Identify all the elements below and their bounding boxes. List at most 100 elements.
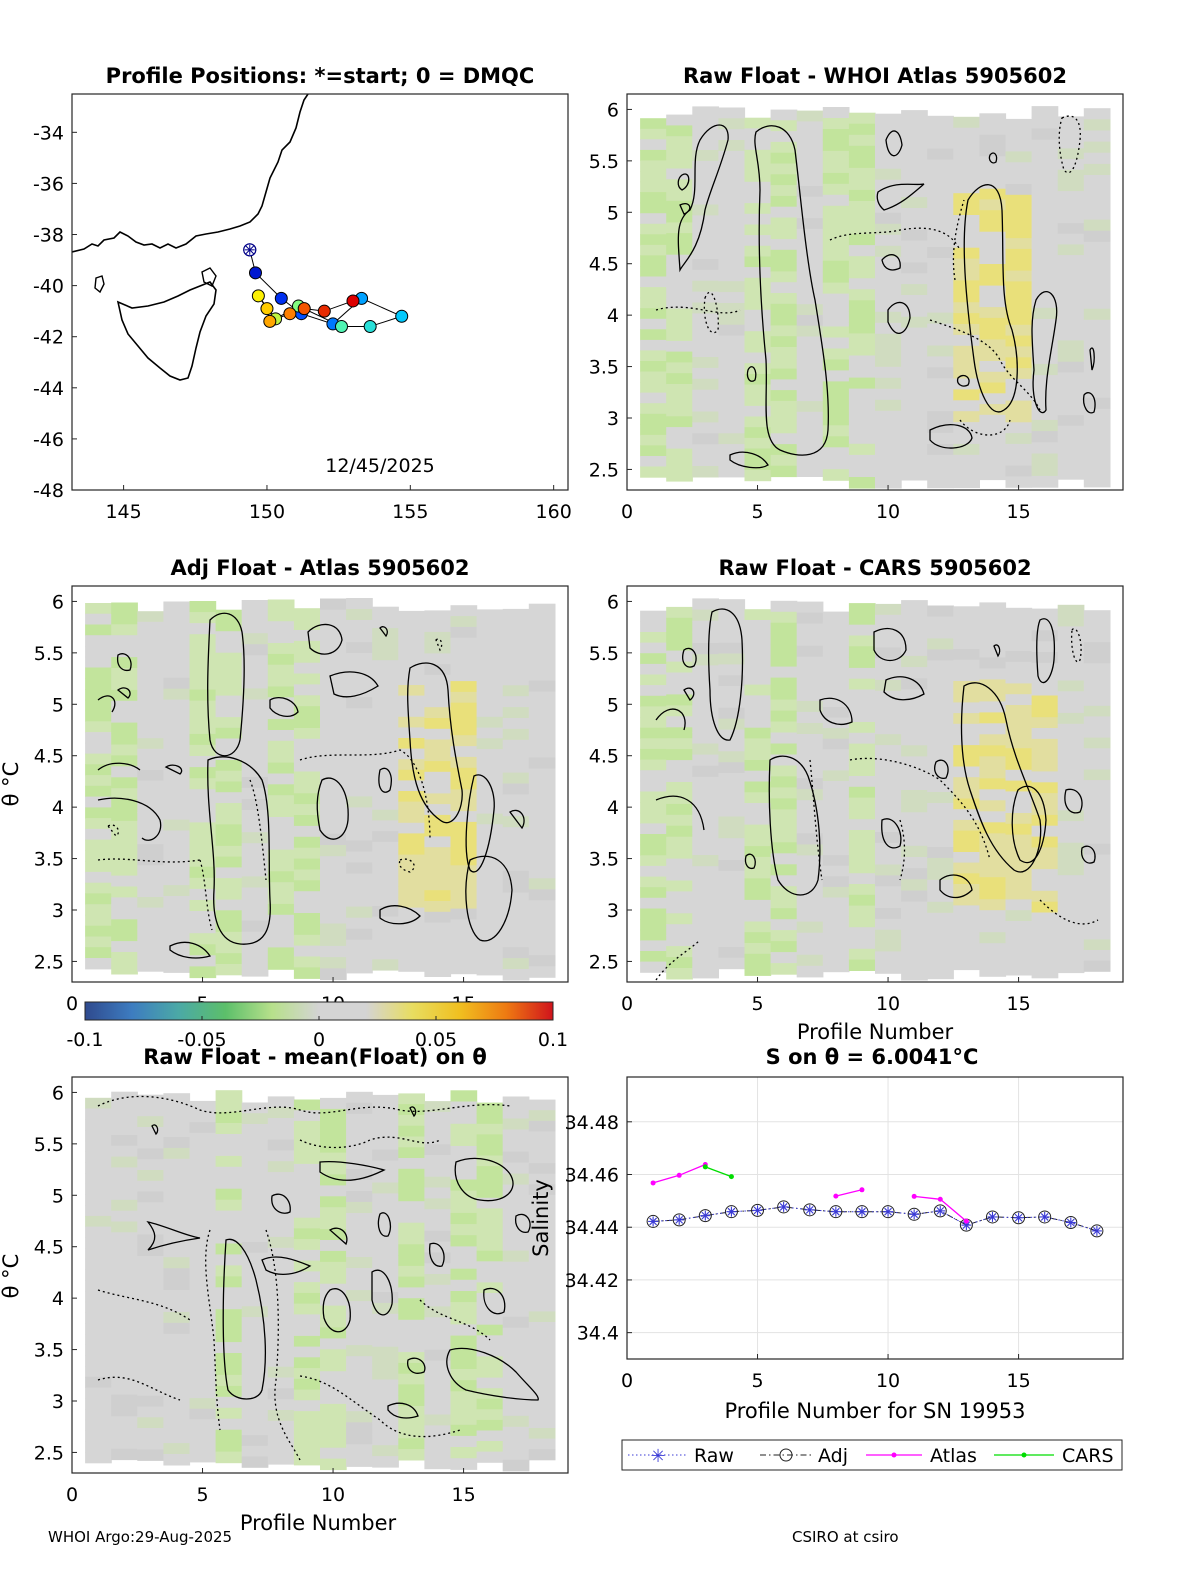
- heatmap-cell: [718, 161, 746, 174]
- heatmap-cell: [822, 107, 850, 119]
- heatmap-cell: [528, 768, 556, 781]
- heatmap-cell: [528, 944, 556, 956]
- heatmap-cell: [979, 393, 1007, 405]
- heatmap-cell: [528, 1332, 556, 1344]
- heatmap-cell: [267, 1431, 295, 1443]
- heatmap-cell: [666, 125, 693, 137]
- heatmap-cell: [267, 643, 295, 655]
- heatmap-cell: [822, 348, 850, 361]
- heatmap-cell: [137, 1180, 164, 1193]
- heatmap-cell: [424, 1371, 452, 1383]
- heatmap-cell: [163, 743, 191, 755]
- heatmap-cell: [346, 950, 373, 963]
- heatmap-cell: [640, 780, 667, 792]
- heatmap-cell: [476, 1250, 504, 1262]
- heatmap-cell: [111, 1221, 138, 1233]
- heatmap-cell: [692, 150, 719, 162]
- profile-position-point: [297, 302, 311, 316]
- heatmap-cell: [666, 168, 693, 180]
- heatmap-cell: [640, 413, 667, 425]
- heatmap-cell: [953, 638, 980, 650]
- heatmap-cell: [450, 962, 478, 975]
- heatmap-cell: [744, 437, 772, 450]
- heatmap-cell: [424, 965, 452, 977]
- heatmap-cell: [372, 660, 399, 672]
- cars-y-axis: 2.533.544.555.56: [589, 591, 632, 973]
- heatmap-cell: [424, 718, 452, 730]
- heatmap-cell: [1005, 281, 1033, 293]
- heatmap-cell: [111, 1134, 138, 1147]
- heatmap-cell: [85, 635, 112, 647]
- heatmap-cell: [215, 1177, 243, 1190]
- heatmap-cell: [293, 1099, 321, 1111]
- heatmap-cell: [450, 1212, 478, 1225]
- heatmap-cell: [822, 706, 850, 719]
- heatmap-cell: [137, 897, 164, 909]
- heatmap-cell: [927, 389, 954, 401]
- heatmap-cell: [215, 899, 243, 911]
- heatmap-cell: [424, 1317, 452, 1329]
- heatmap-cell: [1005, 899, 1033, 911]
- heatmap-cell: [293, 1163, 321, 1176]
- heatmap-cell: [848, 278, 876, 290]
- heatmap-cell: [502, 958, 530, 970]
- heatmap-cell: [927, 203, 954, 215]
- heatmap-cell: [1083, 464, 1111, 477]
- heatmap-cell: [744, 235, 772, 247]
- heatmap-cell: [398, 1093, 425, 1105]
- heatmap-cell: [293, 1432, 321, 1444]
- heatmap-cell: [1057, 287, 1085, 299]
- heatmap-cell: [450, 876, 478, 888]
- heatmap-cell: [666, 394, 693, 407]
- heatmap-cell: [528, 1258, 556, 1270]
- heatmap-cell: [450, 1134, 478, 1147]
- heatmap-cell: [718, 816, 746, 828]
- heatmap-cell: [640, 171, 667, 183]
- heatmap-cell: [267, 1301, 295, 1314]
- heatmap-cell: [692, 313, 719, 325]
- heatmap-cell: [189, 1238, 217, 1251]
- heatmap-cell: [346, 873, 373, 886]
- heatmap-cell: [163, 601, 191, 613]
- heatmap-cell: [293, 793, 321, 805]
- heatmap-cell: [953, 659, 980, 671]
- heatmap-cell: [372, 1105, 399, 1118]
- heatmap-cell: [215, 964, 243, 976]
- heatmap-cell: [901, 644, 928, 657]
- y-tick-label: -44: [33, 378, 64, 400]
- heatmap-cell: [528, 1438, 556, 1450]
- y-tick-label: -46: [33, 429, 64, 451]
- heatmap-cell: [85, 1333, 112, 1346]
- heatmap-cell: [1031, 330, 1059, 342]
- heatmap-cell: [1083, 208, 1111, 221]
- heatmap-cell: [293, 1271, 321, 1283]
- heatmap-cell: [1057, 180, 1085, 192]
- heatmap-cell: [267, 1182, 295, 1195]
- heatmap-cell: [476, 1409, 504, 1421]
- heatmap-cell: [502, 1283, 530, 1296]
- heatmap-cell: [424, 621, 452, 633]
- heatmap-cell: [372, 852, 399, 864]
- heatmap-cell: [215, 1221, 243, 1234]
- heatmap-cell: [528, 1322, 556, 1334]
- heatmap-cell: [822, 469, 850, 481]
- heatmap-cell: [85, 1140, 112, 1152]
- heatmap-cell: [1031, 890, 1059, 903]
- heatmap-cell: [293, 1142, 321, 1154]
- heatmap-cell: [979, 954, 1007, 966]
- heatmap-cell: [476, 1123, 504, 1135]
- heatmap-cell: [320, 744, 347, 756]
- heatmap-cell: [666, 606, 693, 619]
- heatmap-cell: [822, 381, 850, 393]
- heatmap-cell: [796, 656, 824, 669]
- heatmap-cell: [111, 820, 138, 833]
- heatmap-cell: [111, 1416, 138, 1428]
- heatmap-cell: [320, 1261, 347, 1274]
- heatmap-cell: [450, 1380, 478, 1392]
- heatmap-cell: [1083, 758, 1111, 771]
- heatmap-cell: [450, 756, 478, 769]
- heatmap-cell: [1031, 608, 1059, 621]
- heatmap-cell: [85, 1162, 112, 1174]
- heatmap-cell: [1083, 175, 1111, 187]
- heatmap-cell: [666, 405, 693, 417]
